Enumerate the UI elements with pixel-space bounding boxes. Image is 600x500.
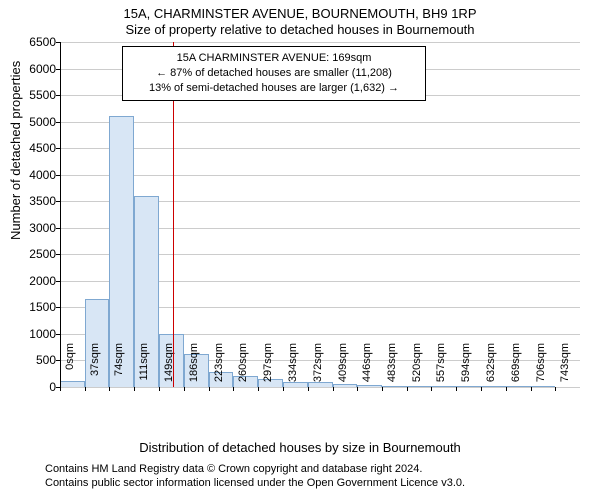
- x-tick-label: 446sqm: [361, 343, 373, 393]
- x-tick-mark: [233, 387, 234, 391]
- y-tick-label: 4000: [29, 168, 56, 182]
- chart-container: 15A, CHARMINSTER AVENUE, BOURNEMOUTH, BH…: [0, 0, 600, 500]
- x-tick-label: 594sqm: [460, 343, 472, 393]
- x-tick-label: 37sqm: [89, 343, 101, 393]
- x-tick-mark: [431, 387, 432, 391]
- x-tick-label: 409sqm: [337, 343, 349, 393]
- x-tick-label: 0sqm: [64, 343, 76, 393]
- x-tick-label: 334sqm: [287, 343, 299, 393]
- x-tick-mark: [357, 387, 358, 391]
- y-tick-label: 0: [49, 380, 56, 394]
- x-tick-label: 743sqm: [559, 343, 571, 393]
- y-tick-label: 4500: [29, 141, 56, 155]
- x-tick-mark: [283, 387, 284, 391]
- x-tick-label: 520sqm: [411, 343, 423, 393]
- x-tick-mark: [555, 387, 556, 391]
- x-tick-mark: [308, 387, 309, 391]
- x-tick-mark: [60, 387, 61, 391]
- chart-title-sub: Size of property relative to detached ho…: [0, 22, 600, 37]
- y-tick-label: 5500: [29, 88, 56, 102]
- x-tick-mark: [109, 387, 110, 391]
- y-tick-label: 1500: [29, 300, 56, 314]
- y-tick-label: 6500: [29, 35, 56, 49]
- x-tick-mark: [333, 387, 334, 391]
- x-tick-label: 483sqm: [386, 343, 398, 393]
- y-tick-label: 6000: [29, 62, 56, 76]
- y-tick-label: 2000: [29, 274, 56, 288]
- x-tick-mark: [258, 387, 259, 391]
- x-tick-mark: [159, 387, 160, 391]
- y-tick-label: 500: [36, 353, 56, 367]
- x-tick-mark: [456, 387, 457, 391]
- x-axis-label: Distribution of detached houses by size …: [0, 440, 600, 455]
- x-tick-label: 372sqm: [312, 343, 324, 393]
- gridline: [60, 42, 580, 43]
- x-tick-label: 111sqm: [138, 343, 150, 393]
- attribution-line-2: Contains public sector information licen…: [45, 476, 465, 490]
- x-tick-label: 74sqm: [113, 343, 125, 393]
- plot-area: 0500100015002000250030003500400045005000…: [60, 42, 580, 388]
- gridline: [60, 148, 580, 149]
- x-tick-label: 297sqm: [262, 343, 274, 393]
- y-axis-line: [60, 42, 61, 387]
- y-axis-label: Number of detached properties: [8, 61, 23, 240]
- y-tick-label: 3500: [29, 194, 56, 208]
- x-tick-label: 186sqm: [188, 343, 200, 393]
- gridline: [60, 122, 580, 123]
- x-tick-mark: [531, 387, 532, 391]
- x-tick-mark: [184, 387, 185, 391]
- x-tick-label: 223sqm: [213, 343, 225, 393]
- x-tick-label: 557sqm: [435, 343, 447, 393]
- x-tick-label: 669sqm: [510, 343, 522, 393]
- x-tick-label: 260sqm: [237, 343, 249, 393]
- x-tick-mark: [134, 387, 135, 391]
- annotation-line-3: 13% of semi-detached houses are larger (…: [129, 81, 419, 96]
- y-tick-label: 3000: [29, 221, 56, 235]
- x-tick-mark: [209, 387, 210, 391]
- x-tick-label: 706sqm: [535, 343, 547, 393]
- x-tick-mark: [85, 387, 86, 391]
- y-tick-label: 5000: [29, 115, 56, 129]
- x-tick-mark: [382, 387, 383, 391]
- chart-title-main: 15A, CHARMINSTER AVENUE, BOURNEMOUTH, BH…: [0, 6, 600, 21]
- annotation-box: 15A CHARMINSTER AVENUE: 169sqm← 87% of d…: [122, 46, 426, 101]
- y-tick-label: 1000: [29, 327, 56, 341]
- x-tick-mark: [407, 387, 408, 391]
- attribution-line-1: Contains HM Land Registry data © Crown c…: [45, 462, 465, 476]
- y-tick-label: 2500: [29, 247, 56, 261]
- x-tick-label: 632sqm: [485, 343, 497, 393]
- x-tick-mark: [481, 387, 482, 391]
- gridline: [60, 175, 580, 176]
- annotation-line-1: 15A CHARMINSTER AVENUE: 169sqm: [129, 51, 419, 66]
- annotation-line-2: ← 87% of detached houses are smaller (11…: [129, 66, 419, 81]
- x-tick-mark: [506, 387, 507, 391]
- attribution-text: Contains HM Land Registry data © Crown c…: [45, 462, 465, 491]
